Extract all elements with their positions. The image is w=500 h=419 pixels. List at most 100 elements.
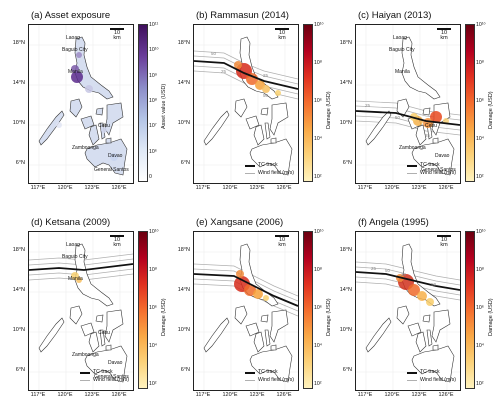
coastline [264,329,271,347]
legend-wind-label: Wind field (m/s) [420,376,457,383]
coastline [415,124,427,146]
scale-bar-line [275,28,289,30]
city-label: General Santos [94,374,129,380]
city-label: General Santos [94,167,129,173]
coastline [80,322,95,337]
legend-wind-swatch [80,379,90,381]
map-canvas [194,232,298,390]
damage-cell [85,85,93,93]
damage-cell [417,291,427,301]
wind-label: 25 [371,266,377,271]
lat-tick-label: 6°N [15,367,25,373]
wind-label: 25 [425,133,431,138]
city-label: Laoag [393,35,407,41]
coastline [88,331,100,353]
legend-row-track: TC track [80,369,129,377]
wind-contour [194,263,298,297]
legend-row-track: TC track [407,162,456,170]
city-label: Laoag [66,35,80,41]
lon-tick-label: 117°E [30,392,46,398]
colorbar-tick-label: 10² [476,381,484,387]
scale-bar-label: 10 km [440,29,448,42]
coastline [422,107,431,116]
colorbar-tick-label: 0 [149,174,152,180]
legend-track-swatch [407,164,417,167]
scale-bar-line [275,235,289,237]
coastline [432,344,439,351]
coastline [104,102,124,136]
lat-tick-label: 18°N [12,40,25,46]
map-frame [355,231,461,391]
scale-bar-line [110,28,124,30]
city-label: Laoag [66,242,80,248]
city-label: Zamboanga [399,145,426,151]
lat-tick-label: 18°N [339,247,352,253]
colorbar-tick-label: 10¹¹ [149,22,159,28]
city-label: Davao [108,360,123,366]
legend-wind-swatch [245,172,255,174]
colorbar-tick-label: 10⁸ [476,60,484,66]
legend-track-swatch [407,371,417,374]
lat-tick-label: 10°N [177,120,190,126]
wind-label: 50 [263,93,269,98]
colorbar-tick-label: 10⁸ [476,267,484,273]
colorbar-tick-label: 10¹⁰ [476,229,486,235]
colorbar-tick-label: 10⁴ [149,343,157,349]
map-frame [28,24,134,184]
map-frame [28,231,134,391]
map-frame [355,24,461,184]
coastline [396,98,410,118]
legend-row-wind: Wind field (m/s) [245,170,294,178]
legend-row-wind: Wind field (m/s) [407,170,456,178]
legend-track-label: TC track [420,369,440,375]
city-label: General Santos [421,167,456,173]
map-canvas [194,25,298,183]
legend-wind-swatch [407,172,417,174]
colorbar [303,24,313,182]
colorbar-tick-label: 10⁶ [149,305,157,311]
colorbar-title: Damage (USD) [488,91,494,129]
lon-tick-label: 120°E [222,185,238,191]
lon-tick-label: 126°E [438,392,454,398]
wind-label: 25 [263,73,269,78]
damage-cell [71,71,83,83]
damage-cell [275,90,281,96]
coastline [270,137,277,144]
map-legend: TC track Wind field (m/s) [245,369,294,384]
colorbar-tick-label: 10⁸ [314,60,322,66]
panel-title: (c) Haiyan (2013) [358,10,432,21]
coastline [69,98,83,118]
map-canvas [29,232,133,390]
colorbar-tick-label: 10⁶ [149,148,157,155]
lat-tick-label: 10°N [339,120,352,126]
city-label: Davao [108,153,123,159]
city-label: Zamboanga [72,352,99,358]
legend-track-swatch [245,164,255,167]
colorbar [465,24,475,182]
lat-tick-label: 6°N [342,367,352,373]
city-label: Baguio City [62,47,88,53]
colorbar-tick-label: 10¹⁰ [149,229,159,235]
coastline [264,122,271,140]
colorbar-tick-label: 10¹⁰ [314,22,324,28]
coastline [253,331,265,353]
lat-tick-label: 10°N [339,327,352,333]
tc-track-line [194,60,298,90]
legend-track-swatch [80,371,90,374]
city-label: Davao [435,153,450,159]
legend-row-wind: Wind field (m/s) [80,377,129,385]
colorbar-tick-label: 10⁶ [314,98,322,104]
lat-tick-label: 6°N [180,160,190,166]
legend-wind-label: Wind field (m/s) [420,169,457,176]
lat-tick-label: 14°N [12,80,25,86]
map-legend: TC track Wind field (m/s) [407,369,456,384]
panel-title: (f) Angela (1995) [358,217,429,228]
scale-bar-line [437,28,451,30]
wind-label: 50 [431,282,437,287]
legend-track-label: TC track [258,162,278,168]
damage-cell [101,127,107,133]
coastline [260,314,269,323]
scale-bar-label: 10 km [278,236,286,249]
colorbar-tick-label: 10² [314,174,322,180]
tc-track-line [194,273,298,307]
